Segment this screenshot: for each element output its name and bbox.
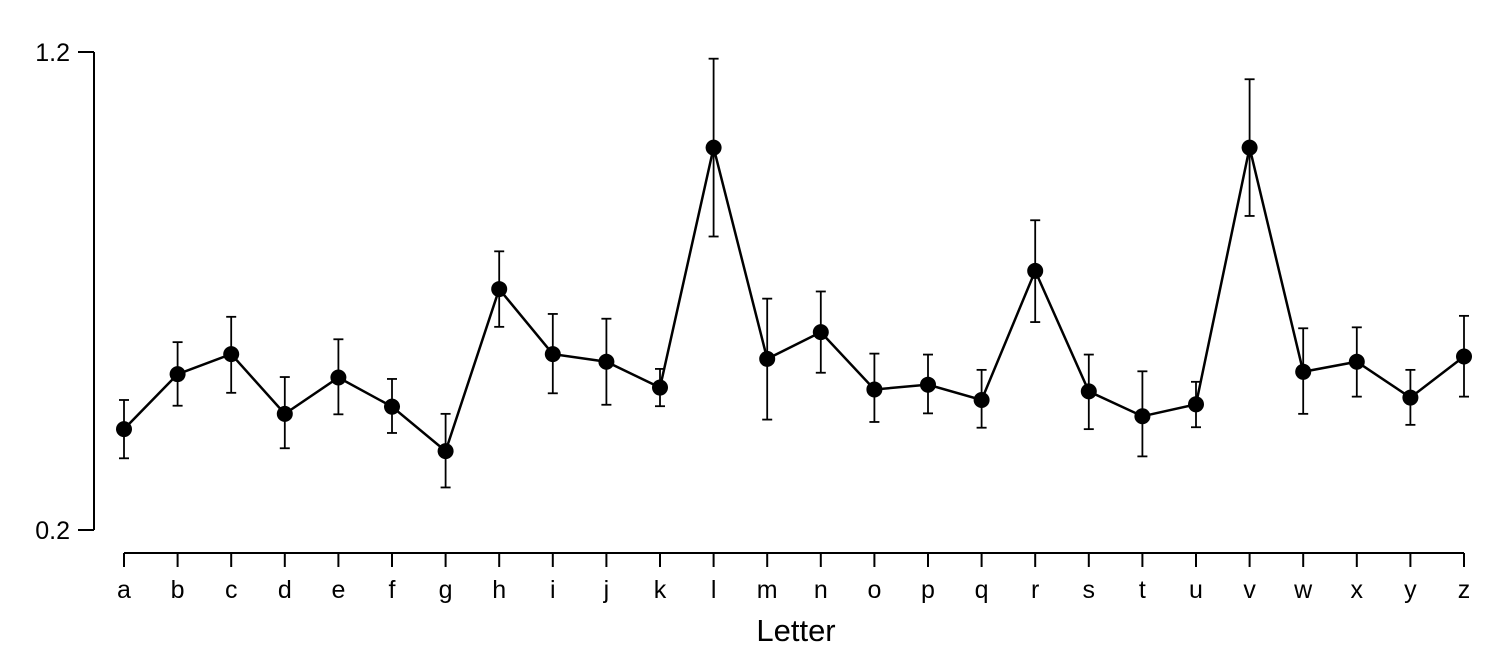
x-tick-label-i: i bbox=[550, 576, 556, 604]
data-point-u bbox=[1188, 396, 1204, 413]
data-point-h bbox=[491, 281, 508, 298]
data-point-j bbox=[598, 353, 615, 370]
x-tick-label-w: w bbox=[1293, 576, 1313, 604]
data-point-l bbox=[705, 139, 722, 156]
x-tick-label-t: t bbox=[1139, 576, 1146, 604]
data-points bbox=[116, 139, 1472, 460]
data-point-e bbox=[330, 369, 347, 386]
x-tick-label-j: j bbox=[603, 576, 610, 604]
x-tick-label-d: d bbox=[278, 576, 292, 604]
data-point-a bbox=[116, 421, 132, 438]
x-tick-label-x: x bbox=[1351, 576, 1364, 604]
series-line bbox=[123, 147, 1465, 454]
error-bars bbox=[119, 57, 1469, 489]
x-tick-label-n: n bbox=[814, 576, 828, 604]
data-point-y bbox=[1402, 389, 1419, 406]
data-point-z bbox=[1456, 348, 1472, 365]
x-tick-label-c: c bbox=[225, 576, 238, 604]
x-tick-label-f: f bbox=[389, 576, 396, 604]
x-tick-label-o: o bbox=[867, 576, 881, 604]
x-tick-label-e: e bbox=[331, 576, 345, 604]
x-tick-label-u: u bbox=[1189, 576, 1203, 604]
data-point-i bbox=[544, 346, 561, 363]
x-axis-labels: a b c d e f g h i j k l m n o p q r s t u v w x y z bbox=[117, 576, 1470, 604]
y-tick-label-bottom: 0.2 bbox=[35, 517, 70, 545]
data-point-c bbox=[223, 346, 240, 363]
x-tick-label-p: p bbox=[921, 576, 935, 604]
data-point-w bbox=[1295, 363, 1312, 380]
data-point-g bbox=[437, 443, 454, 460]
x-tick-label-q: q bbox=[975, 576, 989, 604]
data-point-k bbox=[652, 379, 668, 396]
x-tick-label-h: h bbox=[492, 576, 506, 604]
x-tick-label-r: r bbox=[1031, 576, 1039, 604]
y-tick-label-top: 1.2 bbox=[35, 39, 70, 67]
data-point-q bbox=[973, 391, 990, 408]
x-tick-label-g: g bbox=[439, 576, 453, 604]
data-point-t bbox=[1134, 408, 1151, 425]
x-tick-label-m: m bbox=[757, 576, 778, 604]
x-tick-label-b: b bbox=[171, 576, 185, 604]
data-point-n bbox=[812, 324, 829, 341]
data-point-s bbox=[1080, 383, 1097, 400]
data-point-b bbox=[169, 366, 186, 383]
data-point-x bbox=[1348, 353, 1365, 370]
data-point-p bbox=[920, 376, 936, 393]
x-axis-title: Letter bbox=[756, 613, 835, 648]
x-tick-label-z: z bbox=[1458, 576, 1471, 604]
data-point-o bbox=[866, 381, 883, 398]
x-tick-label-a: a bbox=[117, 576, 131, 604]
data-point-v bbox=[1241, 139, 1258, 156]
x-tick-label-s: s bbox=[1083, 576, 1096, 604]
x-tick-label-v: v bbox=[1243, 576, 1256, 604]
x-tick-label-k: k bbox=[654, 576, 667, 604]
data-point-f bbox=[384, 398, 400, 415]
data-point-m bbox=[759, 350, 776, 367]
data-point-r bbox=[1027, 262, 1044, 279]
data-point-d bbox=[276, 405, 293, 422]
x-tick-label-l: l bbox=[711, 576, 717, 604]
x-axis-ticks bbox=[123, 553, 1465, 567]
x-tick-label-y: y bbox=[1404, 576, 1417, 604]
